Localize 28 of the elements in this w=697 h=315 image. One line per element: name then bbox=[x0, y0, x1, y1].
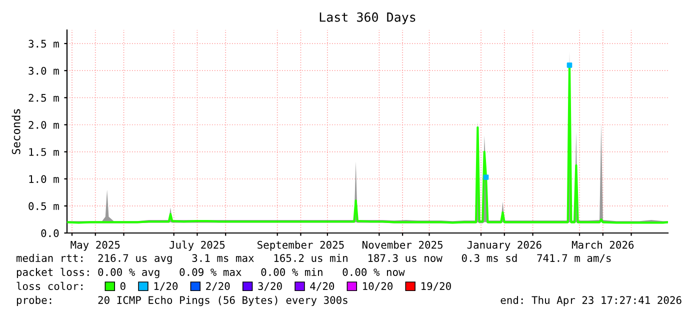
y-tick-label: 2.0 m bbox=[28, 120, 59, 129]
y-tick-label: 0.5 m bbox=[28, 202, 59, 210]
x-tick-label: March 2026 bbox=[572, 240, 634, 249]
text: median rtt: 216.7 us avg 3.1 ms max 165.2 us min 187.3 us now 0.3 ms sd 741.7 m am/s bbox=[16, 254, 611, 264]
y-tick-label: 3.5 m bbox=[28, 40, 59, 48]
text: loss color: bbox=[16, 282, 82, 290]
x-tick-label: November 2025 bbox=[362, 240, 442, 249]
chart-title: Last 360 Days bbox=[320, 12, 416, 24]
legend-label: 1/20 bbox=[154, 282, 178, 291]
y-axis-title: Seconds bbox=[12, 109, 20, 154]
y-tick-label: 1.0 m bbox=[29, 175, 59, 183]
y-tick-label: 1.5 m bbox=[29, 148, 59, 156]
y-tick-label: 2.5 m bbox=[28, 94, 59, 102]
text: probe: 20 ICMP Echo Pings (56 Bytes) every 300s bbox=[16, 296, 348, 306]
legend-label: 3/20 bbox=[258, 282, 282, 291]
x-tick-label: July 2025 bbox=[170, 240, 225, 251]
x-tick-label: May 2025 bbox=[70, 240, 120, 251]
y-tick-label: 3.0 m bbox=[28, 66, 59, 75]
x-tick-label: September 2025 bbox=[258, 240, 344, 251]
x-tick-label: January 2026 bbox=[467, 240, 542, 251]
text: packet loss: 0.00 % avg 0.09 % max 0.00 % min 0.00 % now bbox=[16, 268, 405, 278]
legend-label: 10/20 bbox=[363, 282, 392, 291]
legend-label: 0 bbox=[120, 282, 126, 290]
legend-label: 4/20 bbox=[310, 282, 334, 291]
legend-label: 2/20 bbox=[206, 282, 230, 291]
legend-label: 19/20 bbox=[422, 282, 451, 291]
y-tick-label: 0.0 bbox=[41, 229, 59, 238]
text: end: Thu Apr 23 17:27:41 2026 bbox=[500, 296, 682, 306]
